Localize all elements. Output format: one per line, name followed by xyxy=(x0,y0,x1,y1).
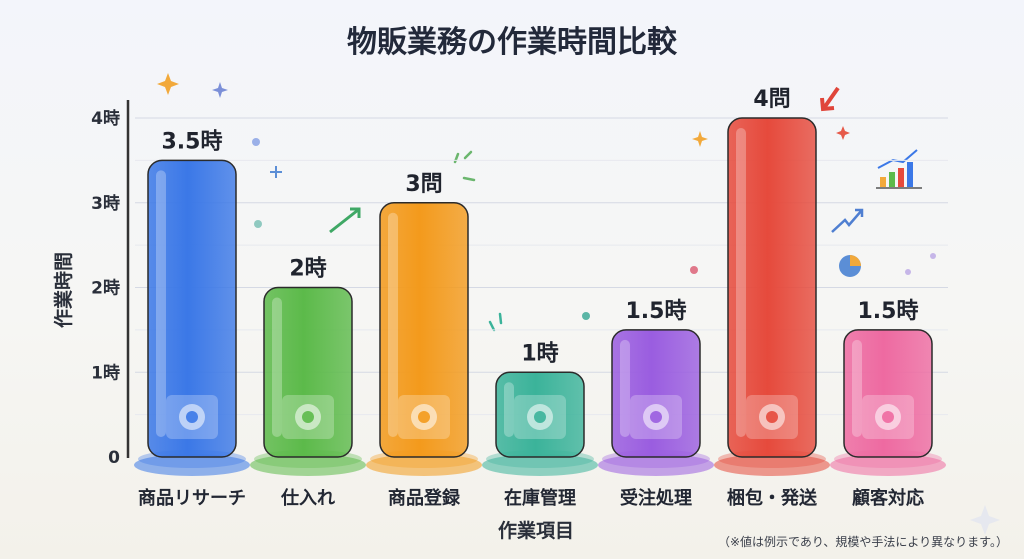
disclaimer-note: （※値は例示であり、規模や手法により異なります。） xyxy=(718,534,1008,549)
bar xyxy=(379,202,469,458)
down-arrow-icon xyxy=(820,86,840,112)
dot xyxy=(930,253,936,259)
sparkle-icon xyxy=(212,82,228,98)
dot xyxy=(905,269,911,275)
bar xyxy=(727,117,817,458)
bar xyxy=(611,329,701,458)
bar-base xyxy=(134,454,250,476)
bar-highlight xyxy=(852,339,862,437)
data-label: 3.5時 xyxy=(162,129,223,154)
y-tick-label: 4時 xyxy=(91,108,120,129)
data-label: 2時 xyxy=(289,257,326,282)
bar-highlight xyxy=(388,212,398,437)
category-label: 商品リサーチ xyxy=(138,487,246,509)
y-axis-label: 作業時間 xyxy=(52,252,75,328)
delivery-truck-icon xyxy=(282,395,334,439)
x-axis-label: 作業項目 xyxy=(498,519,574,542)
bar-highlight xyxy=(620,339,630,437)
pie-chart-icon xyxy=(839,255,861,277)
plus-icon xyxy=(270,166,282,178)
data-label: 3問 xyxy=(405,172,442,197)
dash xyxy=(453,150,476,182)
data-label: 1時 xyxy=(521,341,558,366)
bar-base xyxy=(830,454,946,476)
category-label: 商品登録 xyxy=(388,487,461,509)
dot xyxy=(582,312,590,320)
sparkle-icon xyxy=(836,126,850,140)
data-label: 1.5時 xyxy=(858,299,919,324)
package-truck-icon xyxy=(746,395,798,439)
dot xyxy=(690,266,698,274)
dot xyxy=(254,220,262,228)
category-label: 梱包・発送 xyxy=(727,487,818,509)
bar-base xyxy=(250,454,366,476)
shopping-cart-icon xyxy=(630,395,682,439)
y-tick-label: 3時 xyxy=(91,193,120,214)
category-label: 在庫管理 xyxy=(504,487,576,509)
bar-highlight xyxy=(504,382,514,437)
bar-base xyxy=(482,454,598,476)
bar-base xyxy=(366,454,482,476)
y-tick-label: 2時 xyxy=(91,278,120,299)
sparkle-icon xyxy=(970,505,1000,535)
y-tick-label: 0 xyxy=(108,448,120,468)
data-label: 1.5時 xyxy=(626,299,687,324)
bar xyxy=(843,329,933,458)
bar-base xyxy=(598,454,714,476)
sparkle-icon xyxy=(692,131,708,147)
category-label: 受注処理 xyxy=(620,487,692,509)
camera-screen-icon xyxy=(398,395,450,439)
warehouse-icon xyxy=(514,395,566,439)
bar xyxy=(263,286,353,458)
dash xyxy=(488,312,503,332)
sparkle-icon xyxy=(157,73,179,95)
chart-title: 物販業務の作業時間比較 xyxy=(347,25,678,60)
dot xyxy=(252,138,260,146)
data-label: 4問 xyxy=(753,87,790,112)
category-label: 顧客対応 xyxy=(852,487,924,509)
support-agent-icon xyxy=(862,395,914,439)
trend-arrow-icon xyxy=(329,207,361,234)
decorations xyxy=(157,73,1000,535)
axes: 0 1時 2時 3時 4時 xyxy=(91,100,130,468)
bar-base xyxy=(714,454,830,476)
y-tick-label: 1時 xyxy=(91,362,120,383)
bar-highlight xyxy=(156,170,166,437)
bar-highlight xyxy=(272,297,282,437)
trend-arrow-icon xyxy=(831,208,864,233)
globe-search-icon xyxy=(166,395,218,439)
bar-highlight xyxy=(736,128,746,437)
bar xyxy=(147,159,237,458)
category-label: 仕入れ xyxy=(280,487,335,509)
gridlines xyxy=(135,117,948,416)
bar-chart-icon xyxy=(876,149,922,189)
